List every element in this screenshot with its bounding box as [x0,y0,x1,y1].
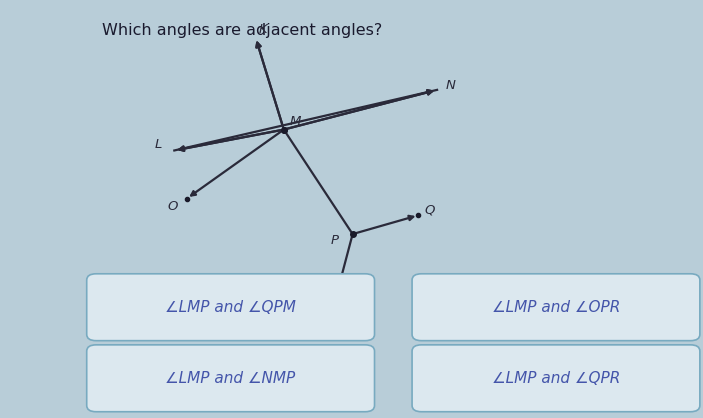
Text: ∠LMP and ∠NMP: ∠LMP and ∠NMP [165,371,296,386]
Text: N: N [446,79,456,92]
FancyBboxPatch shape [412,345,700,412]
Text: K: K [259,23,268,36]
FancyBboxPatch shape [86,345,375,412]
Text: Which angles are adjacent angles?: Which angles are adjacent angles? [103,23,382,38]
Text: L: L [155,138,162,151]
Text: ∠LMP and ∠QPM: ∠LMP and ∠QPM [165,300,296,315]
Text: Q: Q [425,204,434,217]
Text: P: P [331,234,339,247]
Text: ∠LMP and ∠OPR: ∠LMP and ∠OPR [492,300,620,315]
Text: M: M [290,115,301,128]
FancyBboxPatch shape [412,274,700,341]
Text: ∠LMP and ∠QPR: ∠LMP and ∠QPR [492,371,620,386]
Text: O: O [168,199,179,213]
Text: R: R [340,309,349,322]
FancyBboxPatch shape [86,274,375,341]
